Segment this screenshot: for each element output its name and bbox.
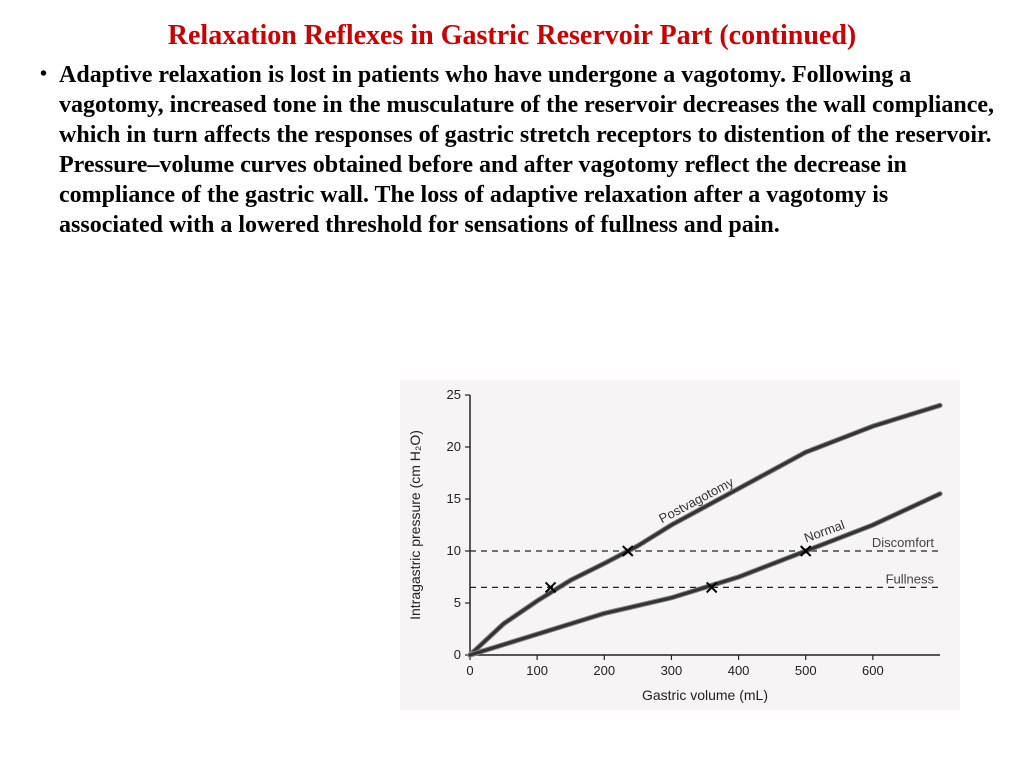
svg-text:0: 0 <box>454 647 461 662</box>
svg-text:100: 100 <box>526 663 548 678</box>
bullet-dot-icon: • <box>40 60 47 88</box>
svg-text:600: 600 <box>862 663 884 678</box>
svg-text:10: 10 <box>447 543 461 558</box>
pressure-volume-chart: 0 5 10 15 20 25 0 100 200 300 400 500 600 Gastric vol… <box>400 380 960 710</box>
svg-text:200: 200 <box>593 663 615 678</box>
page-title: Relaxation Reflexes in Gastric Reservoir… <box>30 20 994 52</box>
bullet-item: • Adaptive relaxation is lost in patient… <box>40 60 994 240</box>
svg-text:500: 500 <box>795 663 817 678</box>
svg-text:Gastric volume (mL): Gastric volume (mL) <box>642 687 768 703</box>
svg-text:15: 15 <box>447 491 461 506</box>
svg-text:20: 20 <box>447 439 461 454</box>
bullet-text: Adaptive relaxation is lost in patients … <box>59 60 994 240</box>
svg-text:Fullness: Fullness <box>886 571 935 586</box>
svg-text:400: 400 <box>728 663 750 678</box>
svg-text:300: 300 <box>661 663 683 678</box>
svg-text:0: 0 <box>466 663 473 678</box>
svg-text:Intragastric pressure (cm H₂O): Intragastric pressure (cm H₂O) <box>407 430 423 620</box>
svg-text:25: 25 <box>447 387 461 402</box>
chart-svg: 0 5 10 15 20 25 0 100 200 300 400 500 600 Gastric vol… <box>400 380 960 710</box>
svg-text:5: 5 <box>454 595 461 610</box>
svg-text:Discomfort: Discomfort <box>872 535 935 550</box>
